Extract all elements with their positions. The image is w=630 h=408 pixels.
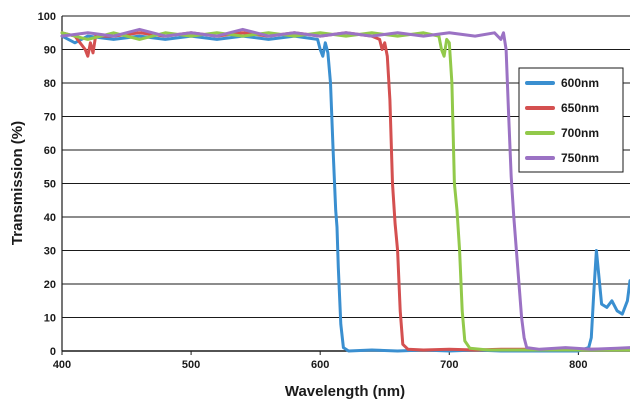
legend: 600nm 650nm 700nm 750nm [518, 67, 624, 173]
y-tick-label: 90 [44, 45, 56, 57]
y-tick-label: 40 [44, 212, 56, 224]
series-line-750nm [60, 27, 630, 351]
legend-label-750nm: 750nm [561, 151, 599, 165]
series-lines [60, 27, 630, 353]
x-tick-label: 600 [311, 359, 329, 371]
x-tick-label: 400 [53, 359, 71, 371]
x-tick-label: 700 [440, 359, 458, 371]
grid-lines [62, 15, 630, 352]
y-tick-label: 20 [44, 279, 56, 291]
y-tick-label: 50 [44, 179, 56, 191]
y-tick-label: 80 [44, 78, 56, 90]
y-axis-title: Transmission (%) [9, 121, 26, 245]
y-tick-label: 70 [44, 112, 56, 124]
legend-label-650nm: 650nm [561, 101, 599, 115]
y-tick-label: 30 [44, 246, 56, 258]
y-tick-label: 10 [44, 313, 56, 325]
series-line-600nm [60, 34, 630, 353]
legend-label-700nm: 700nm [561, 126, 599, 140]
y-tick-label: 0 [50, 346, 56, 358]
x-tick-label: 500 [182, 359, 200, 371]
series-line-700nm [60, 31, 630, 352]
legend-label-600nm: 600nm [561, 76, 599, 90]
y-tick-label: 60 [44, 145, 56, 157]
legend-box [518, 67, 624, 173]
y-tick-label: 100 [38, 11, 56, 23]
x-axis-title: Wavelength (nm) [285, 383, 405, 400]
x-tick-label: 800 [569, 359, 587, 371]
